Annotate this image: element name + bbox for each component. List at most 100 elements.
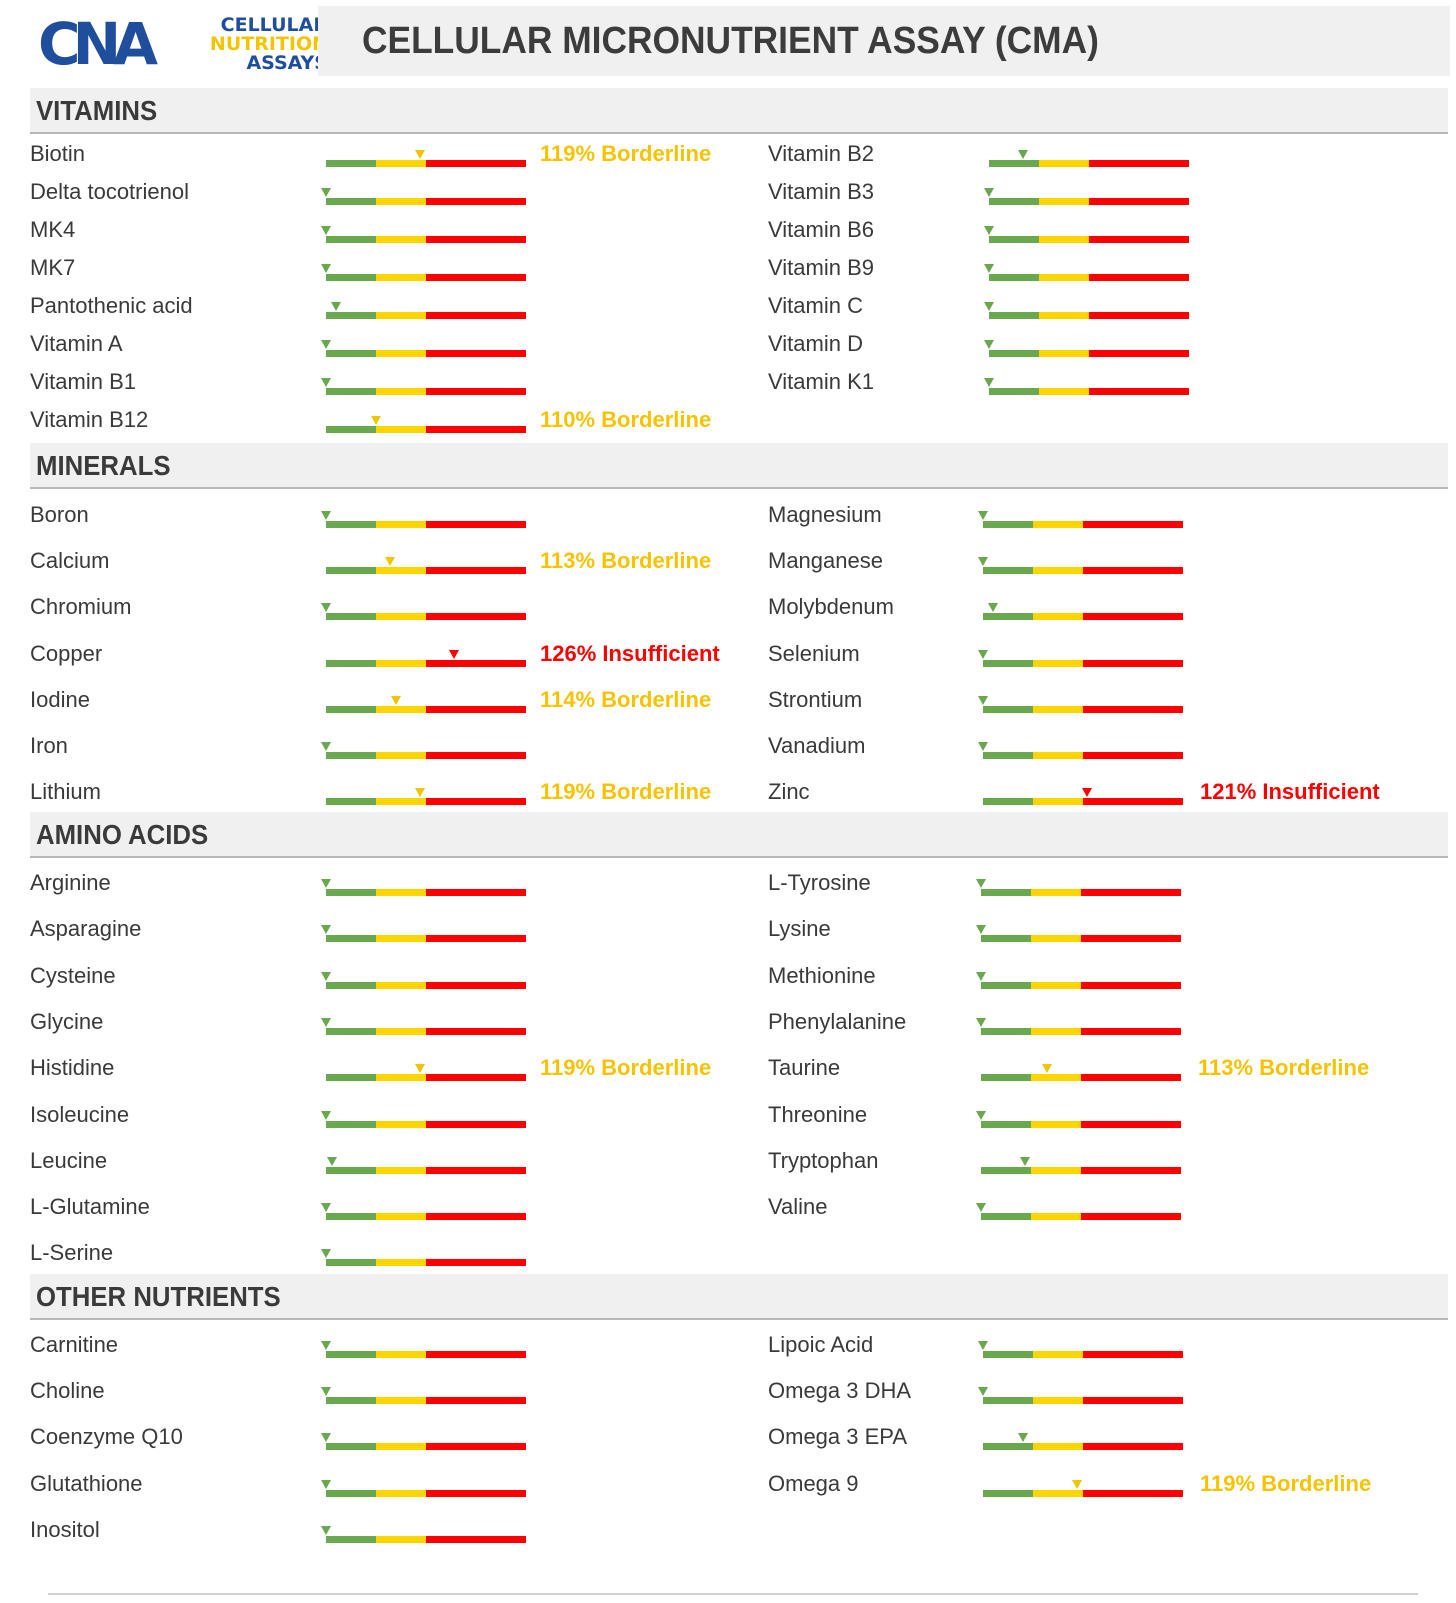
level-marker-icon — [978, 1341, 988, 1350]
footer-divider — [48, 1593, 1418, 1595]
green-zone — [983, 752, 1033, 759]
nutrient-row-omega-3-epa: Omega 3 EPA — [768, 1423, 1440, 1463]
green-zone — [326, 388, 376, 395]
nutrient-row-carnitine: Carnitine — [30, 1331, 780, 1371]
nutrient-row-glycine: Glycine — [30, 1008, 780, 1048]
range-bar — [326, 298, 526, 322]
section-header-other-nutrients: OTHER NUTRIENTS — [30, 1274, 1448, 1320]
nutrient-name: Zinc — [768, 779, 810, 804]
green-zone — [326, 982, 376, 989]
level-marker-icon — [331, 302, 341, 311]
red-zone — [1089, 198, 1189, 205]
range-bar — [321, 184, 526, 208]
yellow-zone — [376, 521, 426, 528]
nutrient-name: Calcium — [30, 548, 110, 573]
green-zone — [326, 1536, 376, 1543]
yellow-zone — [376, 660, 426, 667]
red-zone — [1083, 1397, 1183, 1404]
green-zone — [983, 706, 1033, 713]
red-zone — [426, 426, 526, 433]
green-zone — [326, 236, 376, 243]
yellow-zone — [376, 426, 426, 433]
green-zone — [981, 889, 1031, 896]
red-zone — [1089, 350, 1189, 357]
green-zone — [981, 1213, 1031, 1220]
yellow-zone — [376, 752, 426, 759]
level-marker-icon — [321, 925, 331, 934]
level-marker-icon — [321, 1341, 331, 1350]
status-label: 121% Insufficient — [1200, 779, 1380, 804]
green-zone — [981, 1028, 1031, 1035]
yellow-zone — [376, 1351, 426, 1358]
yellow-zone — [1031, 935, 1081, 942]
nutrient-row-inositol: Inositol — [30, 1516, 780, 1556]
level-marker-icon — [976, 1203, 986, 1212]
range-bar — [976, 921, 1181, 945]
nutrient-name: Phenylalanine — [768, 1009, 907, 1034]
range-bar — [978, 738, 1183, 762]
green-zone — [326, 1167, 376, 1174]
nutrient-name: Biotin — [30, 141, 86, 166]
level-marker-icon — [415, 788, 425, 797]
level-marker-icon — [321, 340, 331, 349]
nutrient-row-arginine: Arginine — [30, 869, 780, 909]
cna-logo: CNA CELLULAR NUTRITION ASSAYS — [38, 14, 328, 76]
nutrient-name: Magnesium — [768, 502, 882, 527]
red-zone — [1083, 798, 1183, 805]
yellow-zone — [376, 567, 426, 574]
level-marker-icon — [984, 378, 994, 387]
yellow-zone — [1033, 1397, 1083, 1404]
green-zone — [326, 312, 376, 319]
nutrient-name: Isoleucine — [30, 1102, 130, 1127]
level-marker-icon — [321, 1249, 331, 1258]
level-marker-icon — [978, 511, 988, 520]
level-marker-icon — [978, 557, 988, 566]
nutrient-row-calcium: Calcium 113% Borderline — [30, 547, 780, 587]
level-marker-icon — [984, 264, 994, 273]
yellow-zone — [1033, 798, 1083, 805]
nutrient-row-strontium: Strontium — [768, 686, 1440, 726]
status-label: 113% Borderline — [1198, 1055, 1370, 1080]
red-zone — [1083, 1351, 1183, 1358]
green-zone — [989, 236, 1039, 243]
status-label: 119% Borderline — [540, 779, 712, 804]
range-bar — [326, 412, 526, 436]
green-zone — [326, 752, 376, 759]
red-zone — [426, 752, 526, 759]
red-zone — [426, 312, 526, 319]
nutrient-name: Lysine — [768, 916, 831, 941]
nutrient-name: Vitamin K1 — [768, 369, 874, 394]
green-zone — [326, 521, 376, 528]
level-marker-icon — [976, 879, 986, 888]
nutrient-row-isoleucine: Isoleucine — [30, 1101, 780, 1141]
nutrient-row-phenylalanine: Phenylalanine — [768, 1008, 1438, 1048]
yellow-zone — [376, 1213, 426, 1220]
yellow-zone — [1033, 1443, 1083, 1450]
range-bar — [978, 507, 1183, 531]
nutrient-row-l-serine: L-Serine — [30, 1239, 780, 1279]
range-bar — [326, 646, 526, 670]
nutrient-name: Vitamin D — [768, 331, 863, 356]
level-marker-icon — [391, 696, 401, 705]
nutrient-row-taurine: Taurine 113% Borderline — [768, 1054, 1438, 1094]
red-zone — [426, 350, 526, 357]
range-bar — [978, 692, 1183, 716]
level-marker-icon — [976, 972, 986, 981]
green-zone — [989, 312, 1039, 319]
nutrient-name: Delta tocotrienol — [30, 179, 189, 204]
green-zone — [326, 613, 376, 620]
red-zone — [1081, 1167, 1181, 1174]
level-marker-icon — [415, 1064, 425, 1073]
red-zone — [426, 706, 526, 713]
level-marker-icon — [988, 603, 998, 612]
nutrient-name: Leucine — [30, 1148, 108, 1173]
level-marker-icon — [385, 557, 395, 566]
nutrient-row-vitamin-d: Vitamin D — [768, 330, 1440, 370]
yellow-zone — [376, 935, 426, 942]
nutrient-row-vitamin-a: Vitamin A — [30, 330, 780, 370]
range-bar — [321, 1383, 526, 1407]
green-zone — [989, 350, 1039, 357]
green-zone — [326, 1028, 376, 1035]
range-bar — [321, 968, 526, 992]
green-zone — [326, 350, 376, 357]
